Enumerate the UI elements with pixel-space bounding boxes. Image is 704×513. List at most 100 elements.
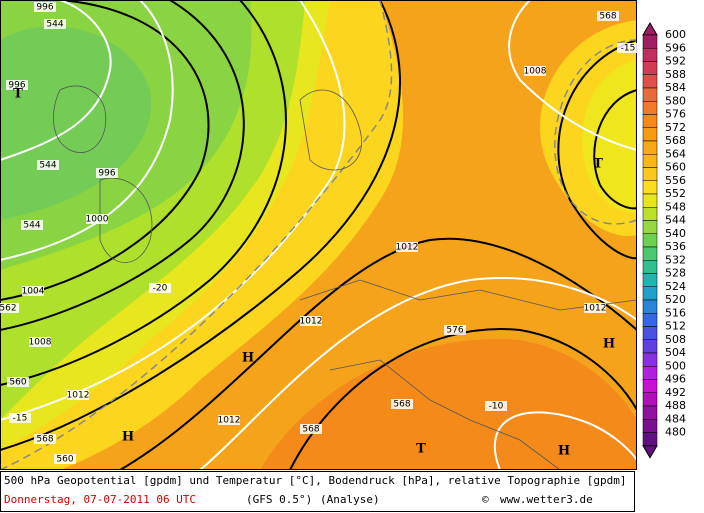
colorbar-swatch — [642, 432, 658, 446]
colorbar-label: 488 — [665, 399, 686, 412]
colorbar-label: 500 — [665, 359, 686, 372]
colorbar-swatch — [642, 273, 658, 287]
colorbar-swatch — [642, 101, 658, 115]
colorbar-swatch — [642, 313, 658, 327]
colorbar-label: 580 — [665, 94, 686, 107]
colorbar-swatch — [642, 299, 658, 314]
label-box — [22, 286, 44, 296]
label-box — [617, 43, 639, 53]
colorbar-cap — [642, 22, 658, 36]
colorbar-label: 596 — [665, 41, 686, 54]
colorbar-swatch — [642, 366, 658, 380]
label-box — [597, 11, 619, 21]
colorbar-cap — [642, 445, 658, 459]
colorbar-label: 592 — [665, 55, 686, 68]
contour-label: 568 — [302, 425, 319, 435]
label-box — [44, 19, 66, 29]
pressure-center: H — [558, 444, 570, 459]
colorbar-label: 536 — [665, 240, 686, 253]
colorbar-swatch — [642, 48, 658, 62]
contour-label: 1012 — [584, 304, 607, 314]
colorbar-swatch — [642, 220, 658, 234]
colorbar-swatch — [642, 419, 658, 433]
colorbar-label: 552 — [665, 187, 686, 200]
pressure-center: T — [593, 157, 603, 172]
map-labels: 996544996T544996100054410045621008-20560… — [0, 2, 639, 465]
colorbar-swatch — [642, 114, 658, 128]
colorbar-label: 532 — [665, 253, 686, 266]
pressure-center: T — [13, 87, 23, 102]
contour-label: 562 — [0, 304, 17, 314]
contour-label: 544 — [46, 20, 63, 30]
label-box — [300, 316, 322, 326]
colorbar-swatch — [642, 326, 658, 340]
contour-label: 1012 — [218, 416, 241, 426]
contour-label: 996 — [36, 3, 53, 13]
label-box — [34, 434, 56, 444]
colorbar-swatch — [642, 140, 658, 155]
label-box — [9, 413, 31, 423]
footer-site: www.wetter3.de — [500, 493, 593, 506]
colorbar-label: 576 — [665, 108, 686, 121]
label-box — [584, 303, 606, 313]
label-box — [300, 424, 322, 434]
footer-box — [0, 471, 635, 512]
colorbar-label: 496 — [665, 373, 686, 386]
contour-label: 560 — [9, 378, 26, 388]
colorbar-label: 492 — [665, 386, 686, 399]
colorbar-swatch — [642, 180, 658, 195]
label-box — [86, 214, 108, 224]
colorbar-label: 540 — [665, 227, 686, 240]
colorbar-swatch — [642, 405, 658, 420]
map — [0, 0, 637, 470]
colorbar-label: 544 — [665, 214, 686, 227]
contour-label: -10 — [489, 402, 504, 412]
colorbar-label: 516 — [665, 306, 686, 319]
colorbar-swatch — [642, 87, 658, 102]
colorbar-label: 504 — [665, 346, 686, 359]
contour-label: 568 — [393, 400, 410, 410]
contour-label: -20 — [153, 284, 168, 294]
colorbar-swatch — [642, 286, 658, 301]
label-box — [391, 399, 413, 409]
label-box — [6, 80, 28, 90]
colorbar-label: 584 — [665, 81, 686, 94]
label-box — [37, 160, 59, 170]
colorbar: 6005965925885845805765725685645605565525… — [642, 22, 686, 459]
label-box — [34, 2, 56, 12]
colorbar-swatch — [642, 127, 658, 142]
label-box — [444, 325, 466, 335]
contour-label: -15 — [13, 414, 28, 424]
footer-date: Donnerstag, 07-07-2011 06 UTC — [4, 493, 196, 506]
label-box — [29, 337, 51, 347]
map-frame — [0, 0, 637, 470]
colorbar-swatch — [642, 207, 658, 221]
contour-label: 1008 — [29, 338, 52, 348]
colorbar-label: 564 — [665, 147, 686, 160]
contour-label: 568 — [36, 435, 53, 445]
colorbar-swatch — [642, 233, 658, 248]
colorbar-label: 528 — [665, 267, 686, 280]
colorbar-label: 508 — [665, 333, 686, 346]
contour-label: 544 — [39, 161, 56, 171]
colorbar-swatch — [642, 352, 658, 367]
colorbar-label: 484 — [665, 412, 686, 425]
contour-label: 544 — [23, 221, 40, 231]
colorbar-label: 548 — [665, 200, 686, 213]
colorbar-swatch — [642, 379, 658, 393]
colorbar-swatch — [642, 193, 658, 208]
contour-label: 576 — [446, 326, 463, 336]
pressure-center: T — [416, 442, 426, 457]
contour-label: 1012 — [396, 243, 419, 253]
footer-copyright: © — [482, 493, 489, 506]
label-box — [96, 168, 118, 178]
colorbar-swatch — [642, 74, 658, 89]
contour-label: 560 — [56, 455, 73, 465]
contour-label: 1008 — [524, 67, 547, 77]
footer-model: (GFS 0.5°) — [246, 493, 312, 506]
colorbar-label: 568 — [665, 134, 686, 147]
isotherms — [0, 0, 637, 470]
colorbar-label: 572 — [665, 121, 686, 134]
colorbar-label: 588 — [665, 68, 686, 81]
